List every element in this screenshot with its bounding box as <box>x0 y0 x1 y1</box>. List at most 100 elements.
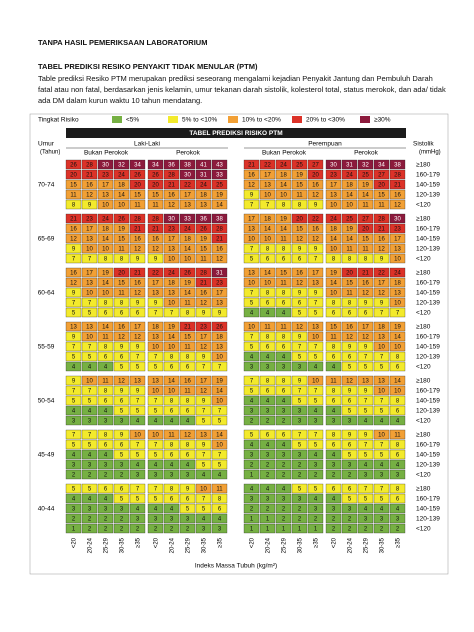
risk-cell <box>211 523 228 534</box>
risk-value: 11 <box>184 301 191 307</box>
risk-cell <box>291 243 308 254</box>
risk-cell <box>113 287 130 298</box>
risk-cell <box>65 253 82 264</box>
risk-value: 24 <box>184 227 191 233</box>
risk-value: 12 <box>134 335 141 341</box>
bmi-level: 25-29 <box>104 537 110 553</box>
risk-cell <box>179 351 196 362</box>
risk-cell <box>65 405 82 416</box>
age-label: 45-49 <box>38 452 55 459</box>
risk-cell <box>389 449 406 460</box>
risk-value: 9 <box>202 399 206 405</box>
risk-value: 14 <box>102 237 109 243</box>
risk-cell <box>97 297 114 308</box>
risk-cell <box>129 189 146 200</box>
risk-value: 3 <box>348 419 352 425</box>
risk-cell <box>65 395 82 406</box>
risk-value: 5 <box>88 487 92 493</box>
risk-value: 3 <box>250 365 254 371</box>
risk-value: 8 <box>282 335 286 341</box>
risk-cell <box>81 469 98 480</box>
risk-cell <box>325 267 342 278</box>
risk-cell <box>341 523 358 534</box>
risk-value: 4 <box>218 473 222 479</box>
risk-value: 4 <box>88 409 92 415</box>
risk-value: 3 <box>314 463 318 469</box>
bp-label: <120 <box>416 202 431 209</box>
risk-cell <box>291 253 308 264</box>
risk-value: 9 <box>72 247 76 253</box>
risk-value: 26 <box>216 325 223 331</box>
risk-value: 28 <box>378 217 385 223</box>
risk-value: 4 <box>104 365 108 371</box>
risk-value: 7 <box>218 365 222 371</box>
risk-value: 18 <box>168 281 175 287</box>
risk-cell <box>243 199 260 210</box>
risk-cell <box>65 297 82 308</box>
risk-value: 7 <box>218 409 222 415</box>
risk-value: 16 <box>248 173 255 179</box>
risk-cell <box>211 439 228 450</box>
risk-cell <box>81 493 98 504</box>
risk-value: 3 <box>136 473 140 479</box>
risk-cell <box>113 503 130 514</box>
risk-value: 24 <box>330 217 337 223</box>
risk-value: 3 <box>170 517 174 523</box>
risk-cell <box>163 341 180 352</box>
risk-cell <box>195 189 212 200</box>
risk-cell <box>373 277 390 288</box>
risk-cell <box>129 267 146 278</box>
risk-value: 2 <box>104 517 108 523</box>
risk-cell <box>275 169 292 180</box>
risk-cell <box>291 405 308 416</box>
risk-cell <box>97 223 114 234</box>
risk-cell <box>373 351 390 362</box>
risk-cell <box>259 429 276 440</box>
risk-cell <box>195 415 212 426</box>
risk-value: 7 <box>250 335 254 341</box>
risk-cell <box>129 361 146 372</box>
bmi-level: 20-24 <box>170 537 176 553</box>
risk-cell <box>211 277 228 288</box>
risk-cell <box>325 429 342 440</box>
risk-value: 16 <box>200 291 207 297</box>
risk-cell <box>243 439 260 450</box>
risk-cell <box>163 189 180 200</box>
risk-value: 17 <box>264 173 271 179</box>
risk-value: 4 <box>136 419 140 425</box>
risk-value: 8 <box>104 345 108 351</box>
risk-value: 9 <box>202 355 206 361</box>
risk-value: 7 <box>136 487 140 493</box>
age-label: 65-69 <box>38 236 55 243</box>
age-label: 40-44 <box>38 506 55 513</box>
risk-cell <box>81 159 98 170</box>
risk-cell <box>291 223 308 234</box>
risk-cell <box>307 253 324 264</box>
risk-cell <box>211 503 228 514</box>
risk-value: 16 <box>184 379 191 385</box>
risk-cell <box>129 341 146 352</box>
risk-value: 23 <box>216 281 223 287</box>
risk-cell <box>179 385 196 396</box>
risk-cell <box>259 415 276 426</box>
risk-value: 7 <box>298 389 302 395</box>
risk-value: 10 <box>248 281 255 287</box>
risk-value: 6 <box>348 399 352 405</box>
risk-value: 16 <box>312 183 319 189</box>
risk-cell <box>307 415 324 426</box>
risk-cell <box>291 159 308 170</box>
risk-value: 6 <box>266 257 270 263</box>
risk-cell <box>195 253 212 264</box>
risk-value: 28 <box>200 271 207 277</box>
risk-cell <box>147 449 164 460</box>
risk-cell <box>179 223 196 234</box>
risk-cell <box>129 297 146 308</box>
risk-cell <box>179 439 196 450</box>
risk-cell <box>129 199 146 210</box>
risk-value: 6 <box>266 433 270 439</box>
bp-label: <120 <box>416 256 431 263</box>
risk-cell <box>65 267 82 278</box>
bp-label: 160-179 <box>416 496 440 503</box>
risk-cell <box>243 351 260 362</box>
risk-cell <box>81 189 98 200</box>
